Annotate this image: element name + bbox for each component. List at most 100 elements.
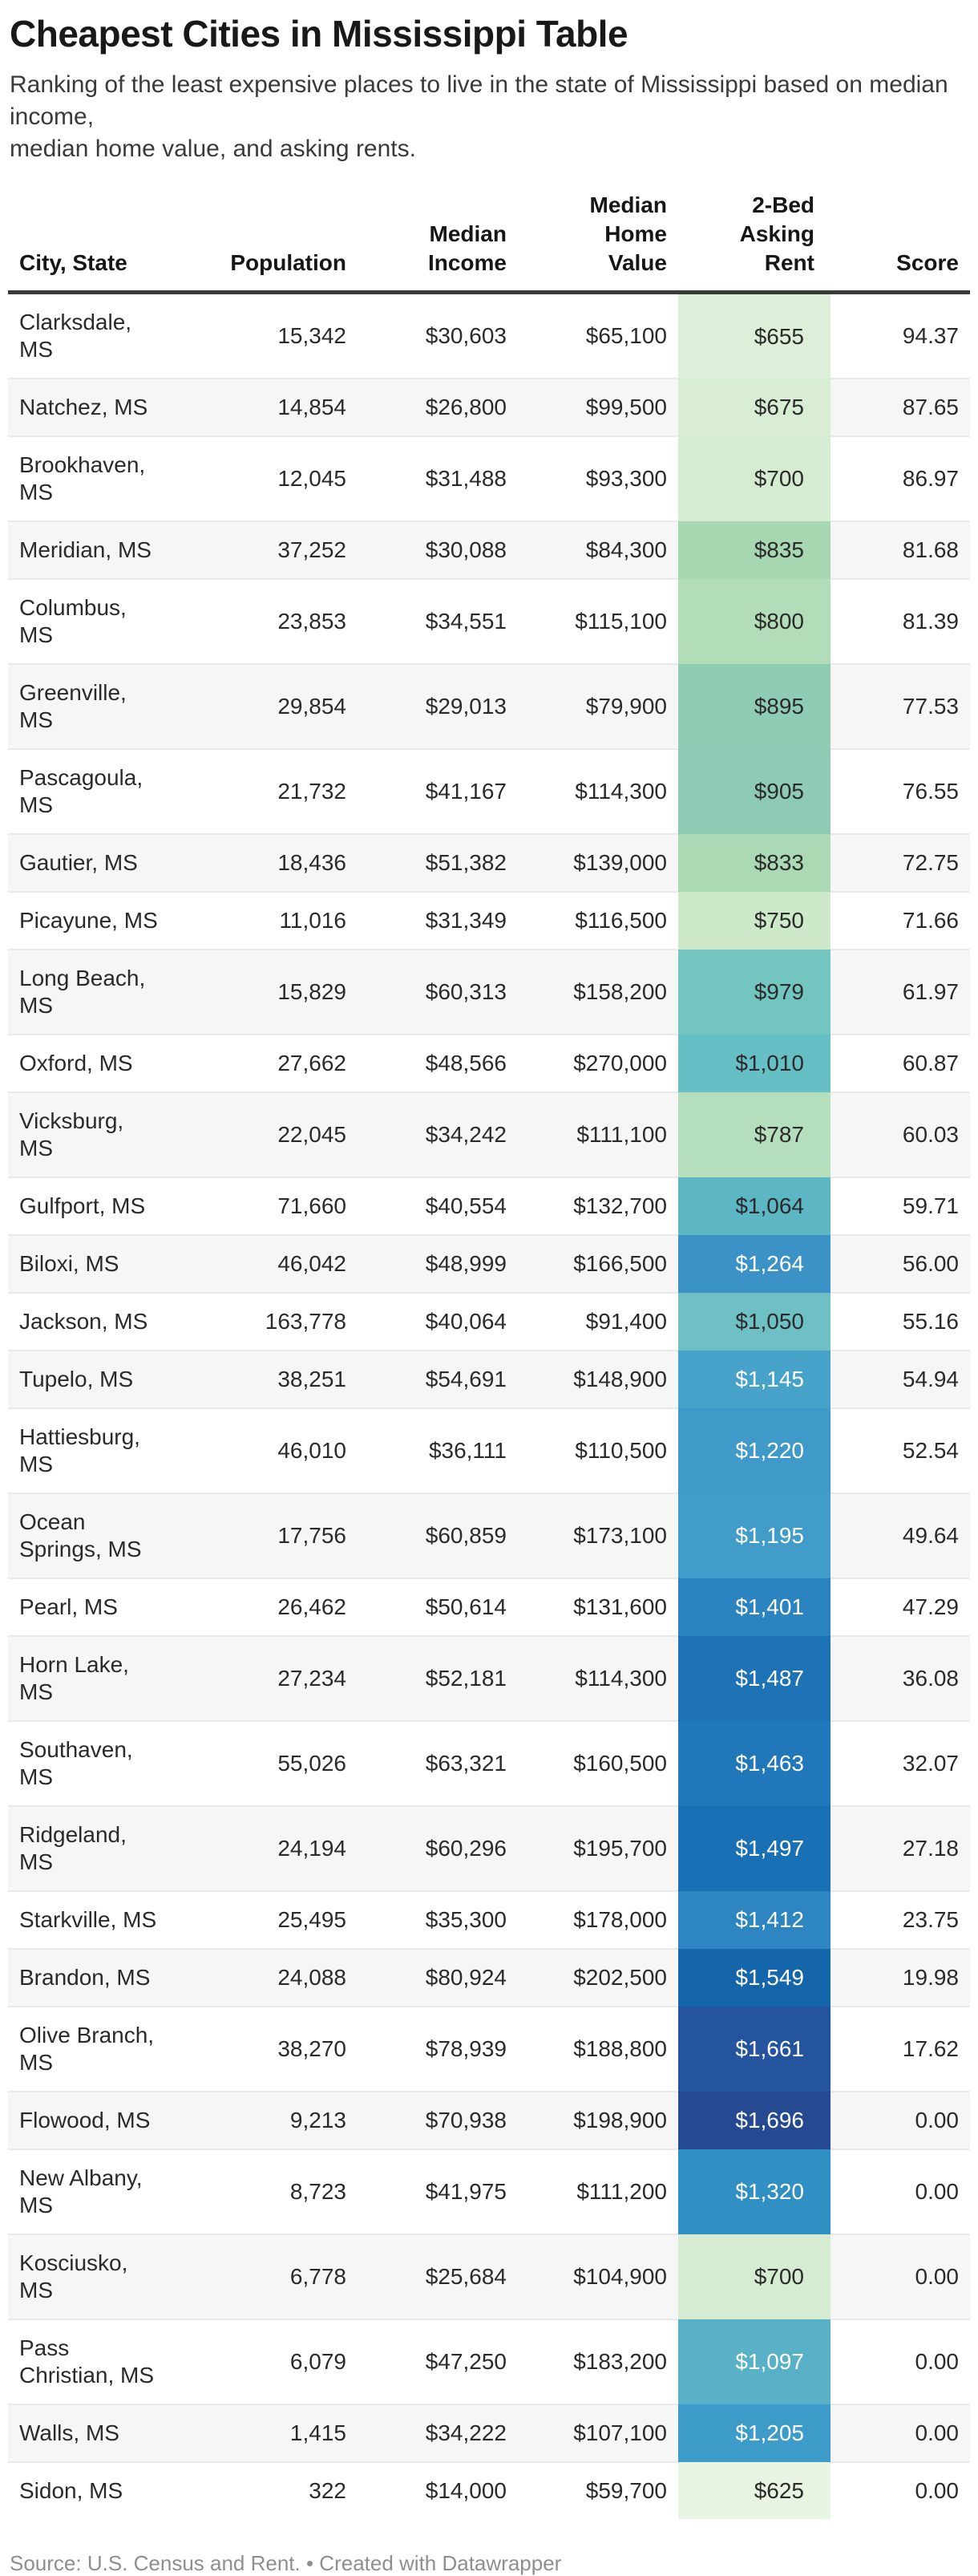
cell-city: Columbus, MS <box>8 578 208 664</box>
cell-rent: $1,264 <box>678 1235 830 1293</box>
cell-score: 0.00 <box>830 2149 970 2234</box>
cell-population: 27,662 <box>208 1034 358 1092</box>
table-row: Brookhaven, MS 12,045 $31,488 $93,300 $7… <box>8 435 970 521</box>
cell-population: 8,723 <box>208 2149 358 2234</box>
cell-income: $34,222 <box>358 2404 518 2462</box>
cell-city: Natchez, MS <box>8 378 208 436</box>
cell-income: $48,566 <box>358 1034 518 1092</box>
table-row: Clarksdale, MS 15,342 $30,603 $65,100 $6… <box>8 292 970 379</box>
cell-rent: $1,195 <box>678 1493 830 1578</box>
cell-income: $31,349 <box>358 891 518 950</box>
cell-score: 56.00 <box>830 1234 970 1293</box>
table-row: Columbus, MS 23,853 $34,551 $115,100 $80… <box>8 578 970 664</box>
table-row: Gulfport, MS 71,660 $40,554 $132,700 $1,… <box>8 1177 970 1235</box>
cell-rent: $800 <box>678 579 830 664</box>
cell-home-value: $104,900 <box>518 2234 678 2319</box>
cell-city: Brookhaven, MS <box>8 435 208 521</box>
cell-rent: $1,097 <box>678 2319 830 2404</box>
cell-income: $31,488 <box>358 435 518 521</box>
cell-city: Southaven, MS <box>8 1720 208 1806</box>
cell-home-value: $65,100 <box>585 323 667 348</box>
cell-rent: $1,320 <box>678 2149 830 2234</box>
cell-city: Tupelo, MS <box>8 1350 208 1408</box>
cell-income: $50,614 <box>358 1578 518 1636</box>
cell-score: 55.16 <box>830 1292 970 1351</box>
cell-city: Long Beach, MS <box>8 949 208 1035</box>
cell-score: 60.03 <box>830 1092 970 1177</box>
cell-population: 1,415 <box>208 2404 358 2462</box>
cell-population: 21,732 <box>208 748 358 834</box>
cell-population: 163,778 <box>208 1292 358 1351</box>
cell-home-value: $110,500 <box>518 1407 678 1493</box>
cell-rent: $1,050 <box>678 1293 830 1351</box>
cell-population: 23,853 <box>208 578 358 664</box>
cell-income: $63,321 <box>358 1720 518 1806</box>
cell-income: $52,181 <box>358 1635 518 1721</box>
cell-population: 46,042 <box>208 1234 358 1293</box>
cell-home-value: $173,100 <box>518 1493 678 1578</box>
cell-rent: $1,064 <box>678 1177 830 1235</box>
cell-city: Starkville, MS <box>8 1890 208 1949</box>
table-row: Long Beach, MS 15,829 $60,313 $158,200 $… <box>8 949 970 1035</box>
cell-population: 29,854 <box>208 663 358 749</box>
table-row: Brandon, MS 24,088 $80,924 $202,500 $1,5… <box>8 1948 970 2007</box>
cell-score: 32.07 <box>830 1720 970 1806</box>
cell-score: 76.55 <box>830 748 970 834</box>
cell-city: Kosciusko, MS <box>8 2234 208 2319</box>
table-row: Biloxi, MS 46,042 $48,999 $166,500 $1,26… <box>8 1234 970 1293</box>
table-row: Olive Branch, MS 38,270 $78,939 $188,800… <box>8 2006 970 2092</box>
table-row: Pearl, MS 26,462 $50,614 $131,600 $1,401… <box>8 1578 970 1636</box>
cell-rent: $1,010 <box>678 1035 830 1092</box>
cell-home-value: $139,000 <box>518 833 678 892</box>
table-row: Gautier, MS 18,436 $51,382 $139,000 $833… <box>8 833 970 892</box>
table-row: Ocean Springs, MS 17,756 $60,859 $173,10… <box>8 1493 970 1578</box>
cell-population: 24,088 <box>208 1948 358 2007</box>
cell-population: 46,010 <box>208 1407 358 1493</box>
cell-rent: $700 <box>678 436 830 521</box>
table-body: Clarksdale, MS 15,342 $30,603 $65,100 $6… <box>8 292 970 2519</box>
cell-rent: $675 <box>678 379 830 436</box>
cell-score: 47.29 <box>830 1578 970 1636</box>
cell-income: $29,013 <box>358 663 518 749</box>
cell-population: 18,436 <box>208 833 358 892</box>
cell-income: $26,800 <box>358 378 518 436</box>
cell-city: Sidon, MS <box>8 2461 208 2519</box>
cell-income: $70,938 <box>358 2091 518 2149</box>
cell-income: $60,296 <box>358 1805 518 1891</box>
cell-population: 9,213 <box>208 2091 358 2149</box>
column-header-rent: 2-Bed Asking Rent <box>678 191 830 294</box>
cell-score: 0.00 <box>830 2461 970 2519</box>
table-row: Sidon, MS 322 $14,000 $59,700 $625 0.00 <box>8 2461 970 2519</box>
column-header-score: Score <box>830 191 970 294</box>
cell-score: 87.65 <box>830 378 970 436</box>
cell-rent: $833 <box>678 834 830 892</box>
cell-score: 77.53 <box>830 663 970 749</box>
cell-population: 37,252 <box>208 520 358 579</box>
cell-city: New Albany, MS <box>8 2149 208 2234</box>
cell-city: Clarksdale, MS <box>19 310 132 362</box>
cell-city: Ocean Springs, MS <box>8 1493 208 1578</box>
cell-home-value: $131,600 <box>518 1578 678 1636</box>
cell-city: Hattiesburg, MS <box>8 1407 208 1493</box>
cell-rent: $655 <box>678 292 830 379</box>
cell-rent: $979 <box>678 950 830 1035</box>
cell-population: 27,234 <box>208 1635 358 1721</box>
table-row: Jackson, MS 163,778 $40,064 $91,400 $1,0… <box>8 1292 970 1351</box>
cell-home-value: $202,500 <box>518 1948 678 2007</box>
cell-score: 61.97 <box>830 949 970 1035</box>
cell-income: $47,250 <box>358 2319 518 2404</box>
cell-city: Pass Christian, MS <box>8 2319 208 2404</box>
cell-score: 0.00 <box>830 2091 970 2149</box>
cell-population: 322 <box>208 2461 358 2519</box>
table-row: Kosciusko, MS 6,778 $25,684 $104,900 $70… <box>8 2234 970 2319</box>
cell-income: $14,000 <box>358 2461 518 2519</box>
cell-rent: $895 <box>678 664 830 749</box>
cell-score: 19.98 <box>830 1948 970 2007</box>
cell-income: $41,975 <box>358 2149 518 2234</box>
cell-income: $80,924 <box>358 1948 518 2007</box>
cell-population: 6,079 <box>208 2319 358 2404</box>
cell-city: Ridgeland, MS <box>8 1805 208 1891</box>
cell-rent: $905 <box>678 749 830 834</box>
cell-score: 0.00 <box>830 2404 970 2462</box>
cell-home-value: $111,100 <box>518 1092 678 1177</box>
